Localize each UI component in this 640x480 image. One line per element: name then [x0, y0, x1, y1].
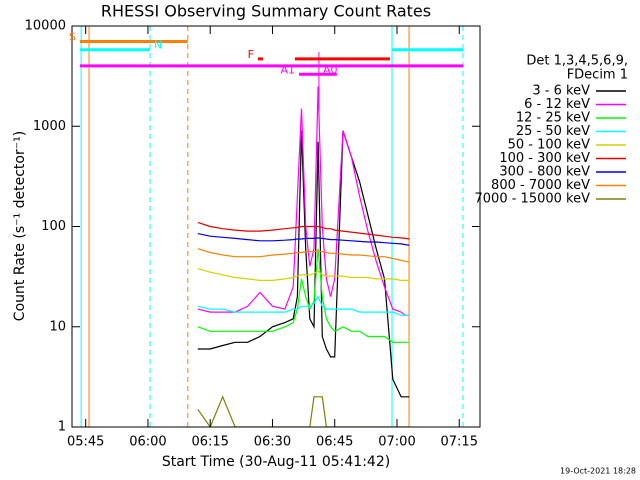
series-line	[197, 248, 410, 263]
x-tick-label: 06:00	[129, 435, 166, 450]
legend-label: 100 - 300 keV	[499, 151, 590, 166]
legend-label: 3 - 6 keV	[532, 84, 590, 99]
y-tick-label: 10000	[25, 19, 66, 34]
series-line	[197, 221, 410, 240]
y-axis-label: Count Rate (s⁻¹ detector⁻¹)	[12, 131, 28, 321]
state-label: F	[248, 48, 254, 61]
series-line	[197, 248, 410, 343]
legend-label: 7000 - 15000 keV	[475, 192, 591, 207]
x-tick-label: 06:45	[316, 435, 353, 450]
footer-date: 19-Oct-2021 18:28	[560, 467, 636, 476]
legend-title: Det 1,3,4,5,6,9,	[526, 54, 628, 69]
x-tick-label: 07:00	[378, 435, 415, 450]
state-label: A1	[281, 63, 296, 76]
legend-label: 25 - 50 keV	[516, 124, 590, 139]
state-label: S	[69, 31, 76, 44]
legend-label: 300 - 800 keV	[499, 165, 590, 180]
plot-area	[79, 26, 464, 427]
series-line	[197, 233, 410, 246]
series-line	[197, 130, 410, 398]
chart-title: RHESSI Observing Summary Count Rates	[101, 2, 431, 21]
legend-label: 50 - 100 keV	[508, 138, 591, 153]
y-tick-label: 10	[49, 319, 66, 334]
x-tick-label: 06:15	[191, 435, 228, 450]
y-tick-label: 1000	[33, 119, 66, 134]
legend-label: 800 - 7000 keV	[491, 178, 590, 193]
series-line	[197, 268, 410, 281]
y-tick-label: 100	[41, 219, 66, 234]
legend-label: 6 - 12 keV	[524, 97, 590, 112]
x-tick-label: 05:45	[67, 435, 104, 450]
y-tick-label: 1	[58, 420, 66, 435]
x-tick-label: 07:15	[441, 435, 478, 450]
state-label: A0	[323, 63, 338, 76]
x-axis-label: Start Time (30-Aug-11 05:41:42)	[162, 454, 390, 470]
legend-title: FDecim 1	[567, 68, 628, 83]
series-line	[197, 395, 410, 427]
series-line	[197, 295, 410, 316]
x-tick-label: 06:30	[254, 435, 291, 450]
legend-label: 12 - 25 keV	[516, 111, 590, 126]
series-line	[197, 86, 410, 316]
state-label: N	[154, 39, 162, 52]
